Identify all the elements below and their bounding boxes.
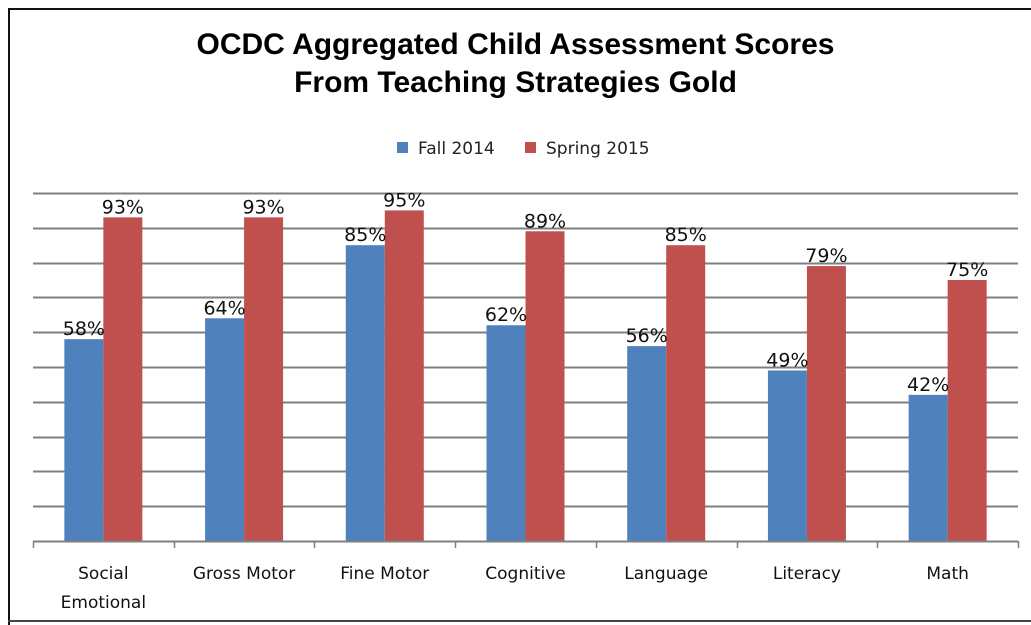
category-label: Fine Motor: [340, 564, 429, 584]
bar-spring-2015: [806, 266, 846, 541]
category-label: Math: [926, 564, 969, 584]
bar-spring-2015: [244, 217, 284, 542]
bar-spring-2015: [384, 210, 424, 541]
frame-top-border: [8, 8, 1031, 10]
data-label-fall-2014: 56%: [626, 325, 668, 347]
bar-spring-2015: [666, 245, 706, 541]
frame-bottom-border: [8, 620, 1031, 622]
legend-swatch-fall-2014: [397, 142, 408, 153]
bar-fall-2014: [767, 370, 807, 541]
data-label-spring-2015: 95%: [383, 189, 425, 211]
legend-swatch-spring-2015: [525, 142, 536, 153]
chart-title: OCDC Aggregated Child Assessment Scores …: [0, 26, 1031, 102]
data-label-spring-2015: 79%: [805, 245, 847, 267]
data-label-spring-2015: 85%: [665, 224, 707, 246]
legend-label-fall-2014: Fall 2014: [418, 139, 495, 159]
chart-title-line-2: From Teaching Strategies Gold: [294, 66, 737, 99]
frame-left-border: [8, 8, 10, 625]
bar-fall-2014: [486, 325, 526, 541]
data-label-fall-2014: 64%: [203, 297, 245, 319]
category-label: Cognitive: [485, 564, 565, 584]
data-label-fall-2014: 58%: [63, 318, 105, 340]
category-label: Literacy: [773, 564, 841, 584]
category-label: Social: [78, 564, 128, 584]
legend: Fall 2014 Spring 2015: [397, 139, 650, 159]
bar-spring-2015: [103, 217, 143, 542]
data-label-fall-2014: 62%: [485, 304, 527, 326]
bar-fall-2014: [345, 245, 385, 541]
bar-fall-2014: [908, 394, 948, 541]
data-label-spring-2015: 93%: [102, 196, 144, 218]
bars: [64, 210, 987, 542]
data-label-fall-2014: 49%: [766, 349, 808, 371]
bar-fall-2014: [64, 339, 104, 541]
category-label: Language: [624, 564, 708, 584]
chart-title-line-1: OCDC Aggregated Child Assessment Scores: [196, 28, 835, 61]
data-label-fall-2014: 42%: [907, 374, 949, 396]
data-label-fall-2014: 85%: [344, 224, 386, 246]
bar-spring-2015: [525, 231, 565, 541]
legend-label-spring-2015: Spring 2015: [546, 139, 650, 159]
x-axis: Social Emotional Gross Motor Fine Motor Cogn…: [32, 540, 1020, 613]
category-label: Emotional: [61, 593, 146, 613]
data-label-spring-2015: 93%: [242, 196, 284, 218]
bar-spring-2015: [947, 280, 987, 541]
category-label: Gross Motor: [193, 564, 295, 584]
data-label-spring-2015: 75%: [946, 259, 988, 281]
bar-fall-2014: [627, 346, 667, 541]
data-labels: 58% 93% 64% 93% 85% 95% 62% 89% 56% 85% 49% 79% 42% 7…: [63, 189, 989, 395]
data-label-spring-2015: 89%: [524, 210, 566, 232]
bar-fall-2014: [205, 318, 245, 541]
